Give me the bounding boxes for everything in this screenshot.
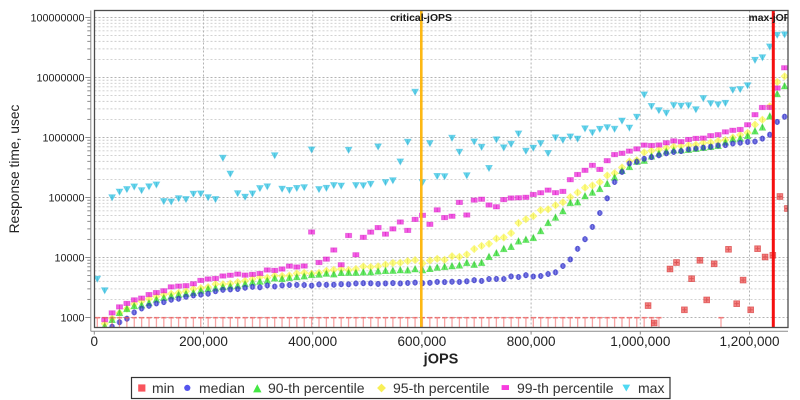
svg-text:90-th percentile: 90-th percentile bbox=[268, 380, 365, 396]
svg-text:100000: 100000 bbox=[48, 193, 84, 205]
svg-text:800,000: 800,000 bbox=[507, 334, 556, 349]
svg-text:600,000: 600,000 bbox=[397, 334, 446, 349]
svg-text:max: max bbox=[638, 380, 664, 396]
svg-text:min: min bbox=[152, 380, 175, 396]
svg-text:1,000,000: 1,000,000 bbox=[610, 334, 670, 349]
svg-text:jOPS: jOPS bbox=[423, 352, 459, 368]
svg-text:1,200,000: 1,200,000 bbox=[719, 334, 779, 349]
svg-text:400,000: 400,000 bbox=[288, 334, 337, 349]
svg-text:0: 0 bbox=[91, 334, 99, 349]
svg-text:1000: 1000 bbox=[60, 313, 84, 325]
svg-text:95-th percentile: 95-th percentile bbox=[393, 380, 490, 396]
svg-text:200,000: 200,000 bbox=[179, 334, 228, 349]
svg-text:Response time, usec: Response time, usec bbox=[7, 104, 22, 233]
svg-text:10000: 10000 bbox=[54, 253, 84, 265]
svg-text:median: median bbox=[199, 380, 245, 396]
svg-text:max-jOPS: max-jOPS bbox=[748, 13, 797, 24]
svg-text:critical-jOPS: critical-jOPS bbox=[390, 13, 452, 24]
svg-text:100000000: 100000000 bbox=[30, 13, 84, 25]
svg-text:10000000: 10000000 bbox=[36, 73, 84, 85]
svg-text:99-th percentile: 99-th percentile bbox=[517, 380, 614, 396]
svg-text:1000000: 1000000 bbox=[42, 133, 84, 145]
